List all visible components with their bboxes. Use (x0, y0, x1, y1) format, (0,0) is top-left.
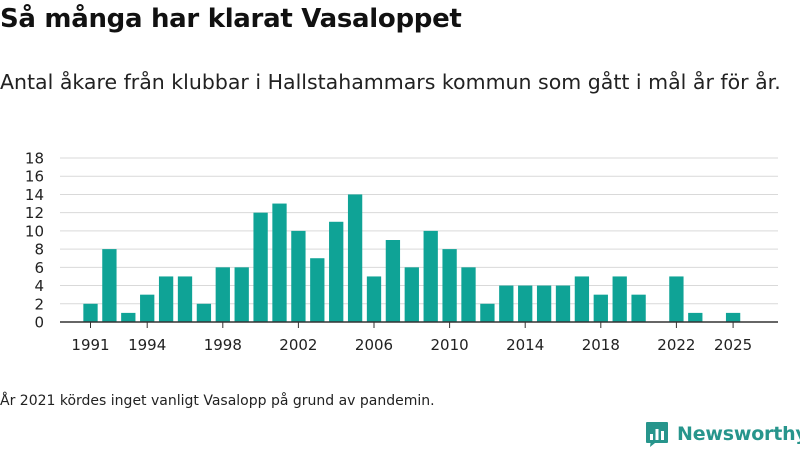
bar-2013 (499, 285, 514, 322)
chart-title: Så många har klarat Vasaloppet (0, 4, 462, 34)
bar-2017 (574, 276, 590, 322)
bar-2000 (253, 212, 268, 322)
bar-1992 (102, 249, 117, 322)
bar-2009 (423, 230, 438, 322)
brand-logo[interactable]: Newsworthy (645, 420, 800, 448)
bar-1995 (158, 276, 174, 322)
bar-1994 (140, 294, 155, 322)
bar-1993 (121, 312, 136, 322)
bar-2016 (555, 285, 571, 322)
y-tick-label: 4 (34, 277, 44, 295)
bar-2020 (631, 294, 646, 322)
bar-chart-speech-bubble-icon (646, 421, 668, 447)
brand-name: Newsworthy (677, 423, 800, 445)
bar-2012 (480, 303, 495, 322)
footnote: År 2021 kördes inget vanligt Vasalopp på… (0, 393, 435, 409)
bar-1997 (196, 303, 212, 322)
bar-2001 (272, 203, 287, 322)
x-tick-label: 2002 (279, 336, 317, 354)
x-tick-label: 1998 (204, 336, 242, 354)
bar-1996 (177, 276, 193, 322)
bar-2011 (461, 267, 476, 322)
bar-2007 (385, 240, 401, 322)
gridlines (60, 157, 778, 305)
bar-2015 (536, 285, 552, 322)
x-tick-label: 1994 (128, 336, 166, 354)
bar-2005 (347, 194, 363, 322)
x-tick-label: 2025 (714, 336, 752, 354)
bars (83, 194, 741, 322)
chart-subtitle: Antal åkare från klubbar i Hallstahammar… (0, 70, 781, 94)
bar-1998 (215, 267, 230, 322)
bar-2019 (612, 276, 627, 322)
x-tick-label: 2014 (506, 336, 544, 354)
bar-2010 (442, 249, 457, 322)
bar-2014 (518, 285, 533, 322)
y-tick-label: 8 (34, 241, 44, 259)
bar-1999 (234, 267, 249, 322)
y-tick-label: 0 (34, 314, 44, 332)
bar-1991 (83, 303, 98, 322)
x-tick-label: 2010 (431, 336, 469, 354)
bar-2006 (366, 276, 382, 322)
bar-2004 (329, 221, 344, 322)
x-tick-label: 2006 (355, 336, 393, 354)
bar-2025 (725, 312, 741, 322)
bar-2018 (593, 294, 608, 322)
y-tick-label: 2 (34, 295, 44, 313)
bar-2008 (404, 267, 419, 322)
x-tick-label: 2022 (657, 336, 695, 354)
y-tick-label: 6 (34, 259, 44, 277)
x-tick-label: 2018 (582, 336, 620, 354)
y-tick-label: 16 (25, 168, 44, 186)
bar-2003 (310, 258, 325, 322)
y-tick-label: 12 (25, 204, 44, 222)
bar-2022 (669, 276, 684, 322)
y-tick-label: 10 (25, 222, 44, 240)
y-tick-label: 14 (25, 186, 44, 204)
bar-2002 (291, 230, 306, 322)
bar-2023 (688, 312, 703, 322)
x-tick-label: 1991 (71, 336, 109, 354)
y-tick-label: 18 (25, 150, 44, 168)
